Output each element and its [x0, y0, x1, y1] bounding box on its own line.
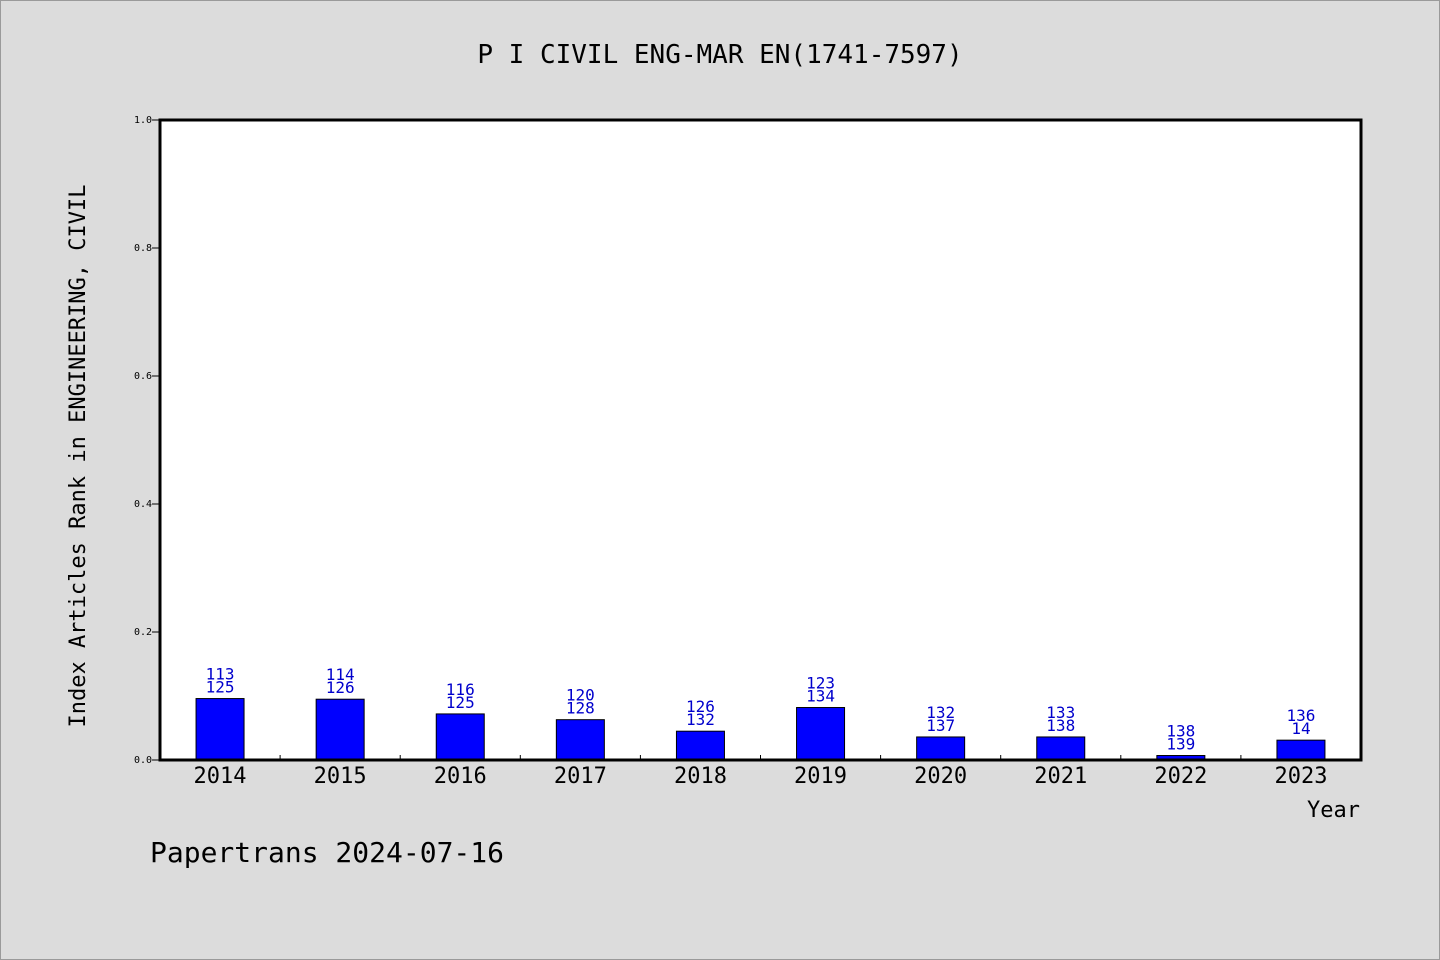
y-tick-label: 0.6: [134, 371, 152, 382]
x-tick-label: 2020: [914, 764, 967, 789]
x-tick-label: 2014: [194, 764, 247, 789]
footer-source: Papertrans 2024-07-16: [150, 836, 504, 869]
bar-2016: [435, 713, 485, 761]
x-tick-label: 2023: [1274, 764, 1327, 789]
x-tick-label: 2018: [674, 764, 727, 789]
data-label-top: 116: [446, 680, 475, 699]
y-tick-label: 0.4: [134, 499, 152, 510]
bar-2014: [195, 698, 245, 761]
plot-area: [160, 120, 1361, 760]
data-label-top: 138: [1166, 722, 1195, 741]
data-label-top: 133: [1046, 703, 1075, 722]
data-label-top: 114: [326, 665, 355, 684]
x-tick-label: 2015: [314, 764, 367, 789]
bars-group: [195, 698, 1326, 761]
plot-border: [158, 118, 1363, 762]
x-tick-label: 2021: [1034, 764, 1087, 789]
data-label-bottom: 132: [686, 710, 715, 729]
data-label-bottom: 125: [446, 693, 475, 712]
y-axis: 0.0 0.2 0.4 0.6 0.8 1.0: [134, 115, 160, 766]
data-label-top: 120: [566, 686, 595, 705]
x-tick-label: 2016: [434, 764, 487, 789]
x-tick-label: 2019: [794, 764, 847, 789]
data-label-bottom: 128: [566, 699, 595, 718]
data-label-bottom: 139: [1166, 735, 1195, 754]
x-axis: 2014 2015 2016 2017 2018 2019 2020 2021 2022 2023: [194, 755, 1327, 789]
bar-2021: [1036, 736, 1086, 761]
data-label-bottom: 125: [206, 678, 235, 697]
chart-title: P I CIVIL ENG-MAR EN(1741-7597): [477, 40, 962, 70]
data-label-bottom: 138: [1046, 716, 1075, 735]
y-axis-label: Index Articles Rank in ENGINEERING, CIVI…: [66, 184, 91, 727]
y-tick-label: 1.0: [134, 115, 152, 126]
data-label-top: 123: [806, 674, 835, 693]
y-tick-label: 0.0: [134, 755, 152, 766]
data-label-top: 132: [926, 703, 955, 722]
x-tick-label: 2017: [554, 764, 607, 789]
y-tick-label: 0.2: [134, 627, 152, 638]
data-label-bottom: 137: [926, 716, 955, 735]
data-label-bottom: 126: [326, 678, 355, 697]
bar-2019: [796, 707, 846, 761]
data-label-top: 113: [206, 665, 235, 684]
bar-2023: [1276, 739, 1326, 761]
data-label-bottom: 14: [1291, 719, 1310, 738]
data-label-top: 136: [1286, 706, 1315, 725]
x-axis-label: Year: [1307, 798, 1360, 823]
x-tick-label: 2022: [1154, 764, 1207, 789]
bar-2015: [315, 698, 365, 761]
bar-2020: [916, 736, 966, 761]
bar-2017: [555, 719, 605, 761]
y-tick-label: 0.8: [134, 243, 152, 254]
data-label-bottom: 134: [806, 687, 835, 706]
data-label-top: 126: [686, 697, 715, 716]
bar-2018: [675, 730, 725, 761]
